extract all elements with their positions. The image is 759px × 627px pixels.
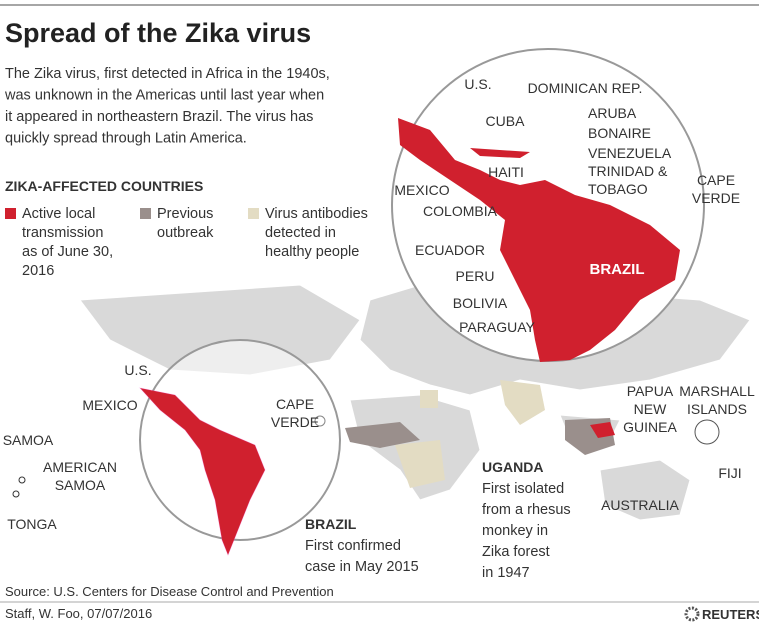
intro-line: quickly spread through Latin America. [5, 131, 247, 147]
callout-line: First confirmed [305, 538, 401, 554]
intro-line: it appeared in northeastern Brazil. The … [5, 109, 313, 125]
map-label: COLOMBIA [423, 203, 498, 219]
legend-swatch [140, 208, 151, 219]
map-label: BRAZIL [590, 261, 645, 278]
map-label: BOLIVIA [453, 295, 508, 311]
world-circle [12, 339, 720, 557]
map-label: VERDE [271, 414, 319, 430]
map-label: HAITI [488, 164, 524, 180]
map-label: CAPE [276, 396, 314, 412]
callout-line: First isolated [482, 481, 564, 497]
legend-label: healthy people [265, 244, 359, 260]
map-label: MEXICO [394, 182, 449, 198]
map-label: TOBAGO [588, 181, 648, 197]
callout-line: from a rhesus [482, 502, 571, 518]
legend-label: detected in [265, 225, 336, 241]
map-label: CUBA [486, 113, 526, 129]
map-label: MEXICO [82, 397, 137, 413]
map-label: ISLANDS [687, 401, 747, 417]
map-label: U.S. [464, 76, 491, 92]
legend-swatch [5, 208, 16, 219]
legend-title: ZIKA-AFFECTED COUNTRIES [5, 178, 203, 194]
map-label: DOMINICAN REP. [528, 80, 643, 96]
legend-label: outbreak [157, 225, 214, 241]
map-label: SAMOA [55, 477, 106, 493]
source: Source: U.S. Centers for Disease Control… [5, 584, 334, 599]
map-label: MARSHALL [679, 383, 755, 399]
legend-label: Active local [22, 206, 95, 222]
map-label: PAPUA [627, 383, 674, 399]
map-label: VENEZUELA [588, 145, 672, 161]
legend-swatches [5, 208, 259, 219]
map-label: AUSTRALIA [601, 497, 679, 513]
antibody-areas [395, 380, 545, 488]
map-label: TRINIDAD & [588, 163, 668, 179]
intro-line: was unknown in the Americas until last y… [4, 88, 324, 104]
map-label: ECUADOR [415, 242, 485, 258]
map-label: AMERICAN [43, 459, 117, 475]
legend-label: as of June 30, [22, 244, 113, 260]
callout-line: case in May 2015 [305, 559, 419, 575]
map-label: NEW [634, 401, 667, 417]
map-label: BONAIRE [588, 125, 651, 141]
legend-swatch [248, 208, 259, 219]
callout-title: UGANDA [482, 459, 543, 475]
legend-label: 2016 [22, 263, 54, 279]
title: Spread of the Zika virus [5, 18, 311, 48]
callout-line: Zika forest [482, 544, 550, 560]
legend-label: Previous [157, 206, 213, 222]
map-label: FIJI [718, 465, 741, 481]
callout-line: in 1947 [482, 565, 530, 581]
callout-line: monkey in [482, 523, 548, 539]
map-label: PARAGUAY [459, 319, 535, 335]
map-label: GUINEA [623, 419, 677, 435]
map-label: VERDE [692, 190, 740, 206]
logo-mark [684, 606, 700, 622]
intro-line: The Zika virus, first detected in Africa… [5, 66, 330, 82]
map-label: PERU [456, 268, 495, 284]
logo: REUTERS [702, 607, 759, 622]
map-label: ARUBA [588, 105, 637, 121]
map-label: U.S. [124, 362, 151, 378]
map-label: SAMOA [3, 432, 54, 448]
legend-label: transmission [22, 225, 103, 241]
inset-circle [391, 48, 705, 362]
map-label: CAPE [697, 172, 735, 188]
legend-label: Virus antibodies [265, 206, 368, 222]
map-label: TONGA [7, 516, 57, 532]
credit: Staff, W. Foo, 07/07/2016 [5, 606, 152, 621]
callout-title: BRAZIL [305, 516, 357, 532]
